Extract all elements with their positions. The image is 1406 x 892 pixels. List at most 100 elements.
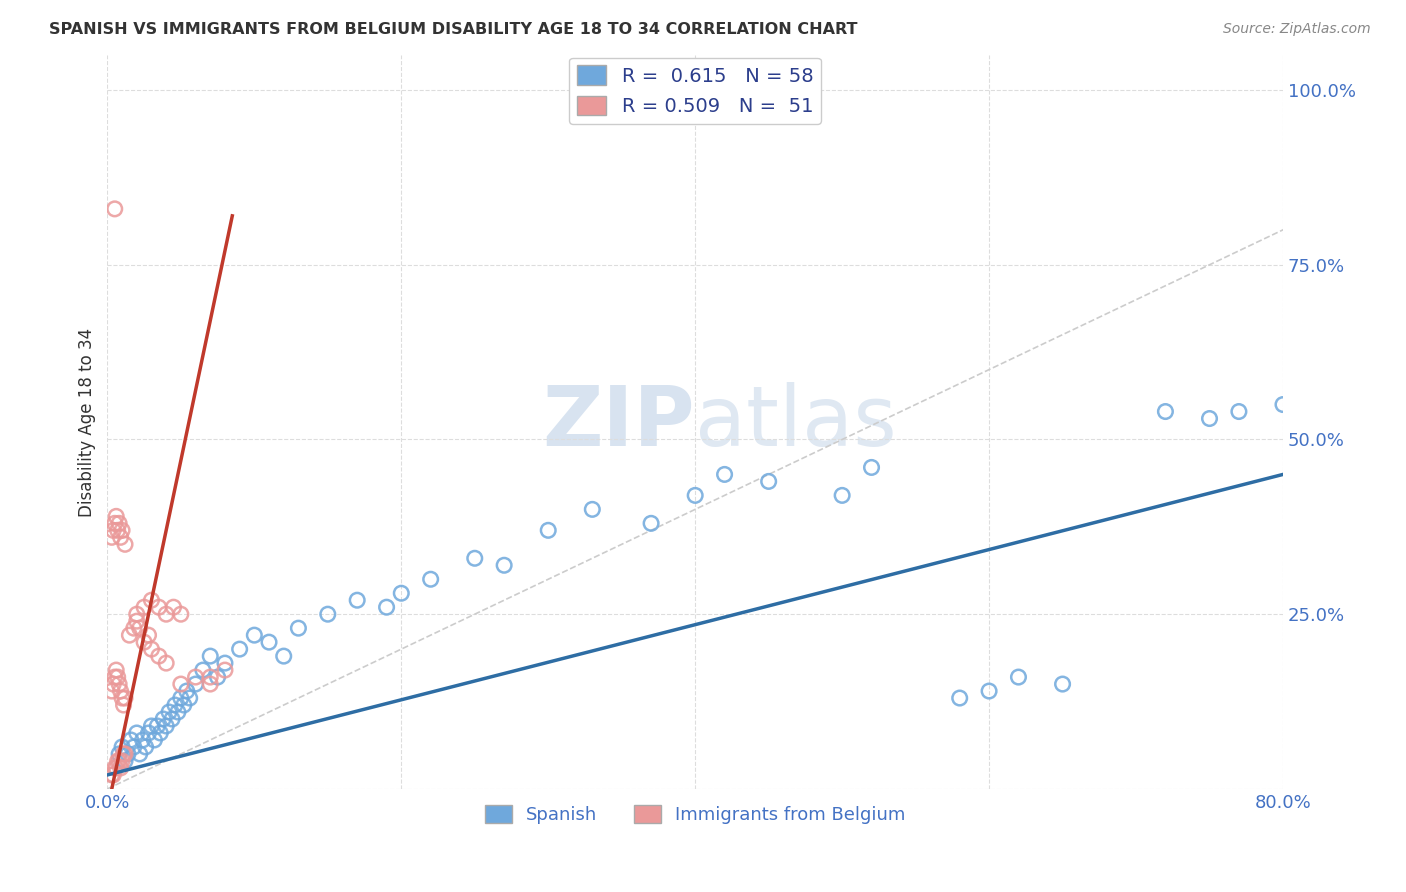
Point	[949, 691, 972, 706]
Point	[581, 502, 603, 516]
Point	[155, 656, 177, 670]
Point	[107, 754, 129, 768]
Point	[758, 475, 780, 489]
Point	[138, 628, 160, 642]
Point	[125, 726, 148, 740]
Point	[148, 649, 170, 664]
Point	[157, 705, 180, 719]
Point	[110, 530, 132, 544]
Point	[167, 705, 190, 719]
Point	[101, 684, 124, 698]
Point	[214, 663, 236, 677]
Point	[1154, 404, 1177, 418]
Point	[110, 761, 132, 775]
Point	[105, 509, 128, 524]
Point	[1007, 670, 1029, 684]
Legend: Spanish, Immigrants from Belgium: Spanish, Immigrants from Belgium	[478, 797, 912, 831]
Text: ZIP: ZIP	[543, 382, 695, 463]
Point	[104, 761, 127, 775]
Point	[110, 684, 132, 698]
Point	[1198, 411, 1220, 425]
Text: atlas: atlas	[695, 382, 897, 463]
Point	[273, 649, 295, 664]
Point	[464, 551, 486, 566]
Point	[114, 754, 136, 768]
Point	[214, 656, 236, 670]
Point	[640, 516, 662, 531]
Point	[494, 558, 516, 573]
Point	[103, 768, 125, 782]
Point	[170, 607, 193, 622]
Point	[977, 684, 1000, 698]
Point	[831, 488, 853, 502]
Point	[111, 691, 134, 706]
Point	[316, 607, 339, 622]
Point	[162, 600, 184, 615]
Point	[683, 488, 706, 502]
Point	[160, 712, 183, 726]
Point	[200, 649, 222, 664]
Point	[243, 628, 266, 642]
Point	[419, 572, 441, 586]
Point	[149, 726, 172, 740]
Point	[125, 614, 148, 628]
Point	[200, 670, 222, 684]
Point	[101, 530, 124, 544]
Point	[108, 754, 131, 768]
Point	[179, 691, 201, 706]
Point	[173, 698, 195, 712]
Text: SPANISH VS IMMIGRANTS FROM BELGIUM DISABILITY AGE 18 TO 34 CORRELATION CHART: SPANISH VS IMMIGRANTS FROM BELGIUM DISAB…	[49, 22, 858, 37]
Point	[128, 621, 150, 635]
Point	[104, 202, 127, 216]
Point	[713, 467, 735, 482]
Point	[389, 586, 412, 600]
Point	[163, 698, 186, 712]
Point	[111, 754, 134, 768]
Point	[105, 663, 128, 677]
Point	[131, 733, 153, 747]
Point	[112, 747, 135, 761]
Point	[108, 516, 131, 531]
Point	[346, 593, 368, 607]
Point	[146, 719, 169, 733]
Text: Source: ZipAtlas.com: Source: ZipAtlas.com	[1223, 22, 1371, 37]
Point	[134, 600, 156, 615]
Point	[155, 719, 177, 733]
Point	[103, 677, 125, 691]
Point	[108, 677, 131, 691]
Point	[184, 670, 207, 684]
Point	[176, 684, 198, 698]
Point	[170, 691, 193, 706]
Point	[114, 691, 136, 706]
Point	[207, 670, 229, 684]
Point	[118, 628, 141, 642]
Point	[114, 747, 136, 761]
Point	[120, 733, 142, 747]
Point	[122, 621, 145, 635]
Point	[1272, 398, 1295, 412]
Point	[141, 593, 163, 607]
Point	[141, 642, 163, 657]
Point	[107, 524, 129, 538]
Point	[257, 635, 280, 649]
Point	[200, 677, 222, 691]
Point	[111, 739, 134, 754]
Point	[1052, 677, 1074, 691]
Point	[141, 719, 163, 733]
Point	[104, 670, 127, 684]
Point	[117, 747, 139, 761]
Point	[103, 524, 125, 538]
Point	[184, 677, 207, 691]
Point	[107, 670, 129, 684]
Point	[152, 712, 174, 726]
Point	[375, 600, 398, 615]
Point	[135, 739, 157, 754]
Point	[155, 607, 177, 622]
Point	[111, 524, 134, 538]
Point	[860, 460, 883, 475]
Point	[170, 677, 193, 691]
Point	[134, 635, 156, 649]
Point	[105, 761, 128, 775]
Point	[114, 537, 136, 551]
Point	[191, 663, 214, 677]
